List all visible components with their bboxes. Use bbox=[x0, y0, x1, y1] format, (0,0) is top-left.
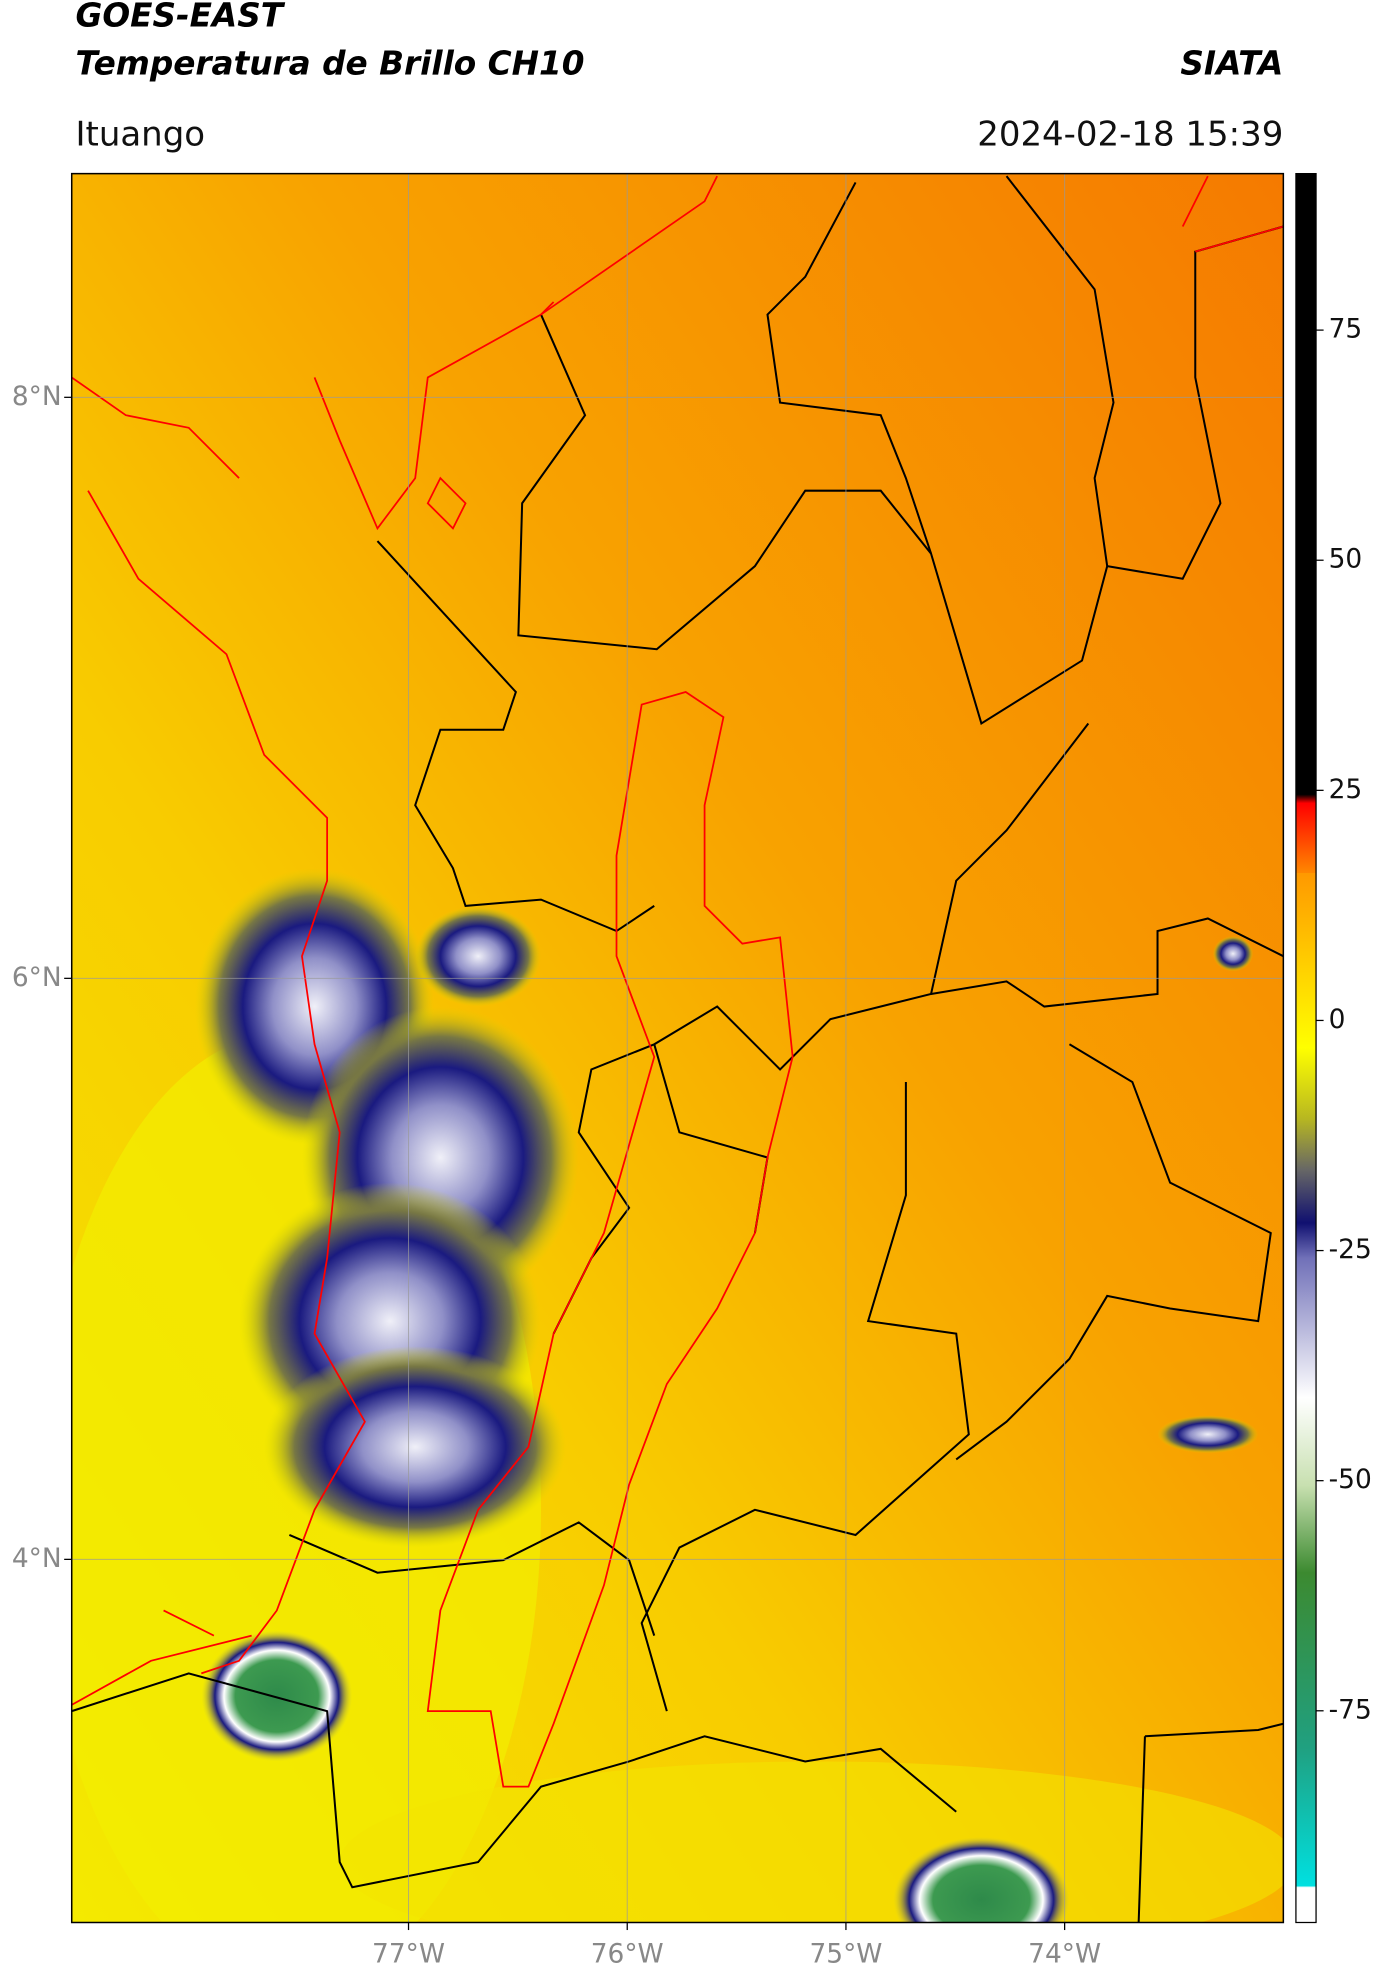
coastline bbox=[426, 301, 555, 530]
coast-and-boundary bbox=[71, 175, 1284, 1788]
border bbox=[766, 181, 933, 554]
lon-label: 75°W bbox=[809, 1939, 882, 1970]
title: Temperatura de Brillo CH10 bbox=[75, 44, 584, 82]
cloud bbox=[1212, 936, 1254, 972]
clouds bbox=[195, 868, 1259, 1923]
border bbox=[640, 1082, 970, 1712]
lat-label: 4°N bbox=[12, 1543, 62, 1574]
lat-label: 8°N bbox=[12, 381, 62, 412]
map-frame bbox=[70, 172, 1285, 1924]
border bbox=[552, 722, 1090, 1335]
cloud bbox=[201, 1630, 353, 1762]
map-area bbox=[71, 173, 1284, 1923]
cloud bbox=[264, 1346, 567, 1548]
colorbar bbox=[1295, 172, 1317, 1924]
colorbar-label: -75 bbox=[1329, 1694, 1372, 1725]
colorbar-label: 50 bbox=[1329, 544, 1363, 575]
colorbar-ticks: 75 50 25 0 -25 -50 -75 bbox=[1316, 314, 1372, 1725]
border bbox=[517, 175, 1115, 726]
lon-label: 76°W bbox=[591, 1939, 664, 1970]
coastline bbox=[313, 175, 718, 531]
cloud bbox=[1157, 1415, 1259, 1454]
cloud bbox=[415, 905, 542, 1007]
lon-label: 74°W bbox=[1028, 1939, 1101, 1970]
border bbox=[1137, 1722, 1284, 1923]
datetime: 2024-02-18 15:39 bbox=[977, 114, 1283, 154]
border bbox=[376, 540, 655, 933]
coastline bbox=[71, 1609, 252, 1706]
graticule: 8°N 6°N 4°N 77°W 76°W 75°W 74°W bbox=[12, 173, 1284, 1970]
location: Ituango bbox=[75, 114, 205, 154]
colorbar-label: 25 bbox=[1329, 774, 1363, 805]
border bbox=[930, 917, 1284, 1008]
borders bbox=[71, 175, 1284, 1923]
agency: SIATA bbox=[1180, 44, 1283, 82]
colorbar-label: 75 bbox=[1329, 314, 1363, 345]
lon-label: 77°W bbox=[372, 1939, 445, 1970]
border bbox=[71, 1672, 957, 1889]
coastline bbox=[71, 376, 366, 1675]
warm-zone bbox=[339, 1761, 1284, 1923]
lat-label: 6°N bbox=[12, 962, 62, 993]
border bbox=[955, 1043, 1272, 1461]
title: GOES-EAST bbox=[75, 0, 285, 35]
cloud bbox=[893, 1836, 1070, 1923]
colorbar-label: 0 bbox=[1329, 1004, 1346, 1035]
coastline bbox=[1181, 175, 1284, 253]
colorbar-label: -50 bbox=[1329, 1464, 1372, 1495]
department-boundary bbox=[426, 691, 794, 1788]
border bbox=[288, 1521, 656, 1636]
colorbar-label: -25 bbox=[1329, 1234, 1372, 1265]
